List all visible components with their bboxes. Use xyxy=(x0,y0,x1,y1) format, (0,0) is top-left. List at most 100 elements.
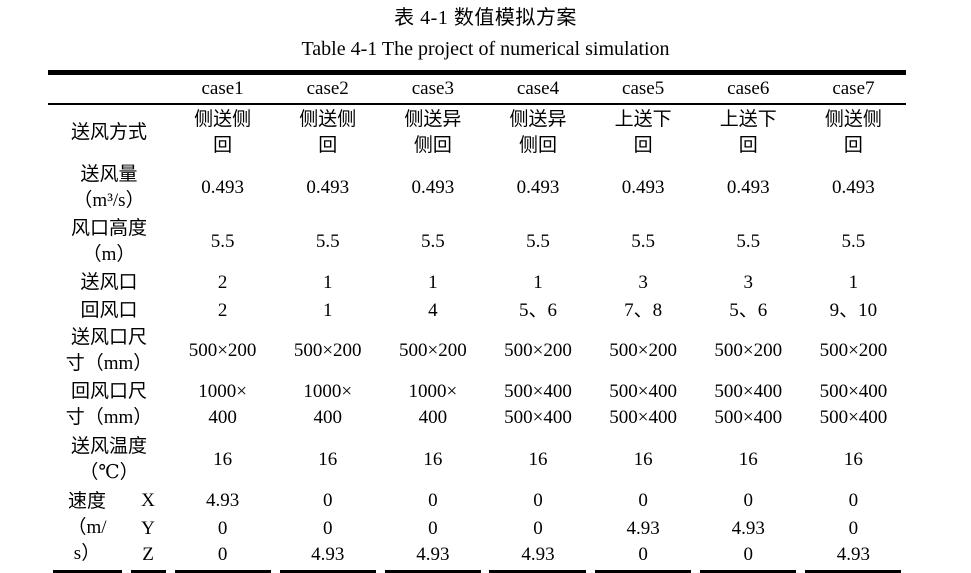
cell: 0 xyxy=(743,490,754,511)
row-label: 回风口 xyxy=(80,299,138,321)
cell: 5.5 xyxy=(736,230,761,252)
cell: 9、10 xyxy=(829,299,878,321)
cell: 16 xyxy=(528,448,548,470)
cell: 侧送侧 回 xyxy=(194,108,252,156)
cell: 5.5 xyxy=(210,230,235,252)
cell: 4.93 xyxy=(626,517,660,539)
cell: 500×200 xyxy=(398,340,467,361)
cell: 0.493 xyxy=(411,176,455,198)
cell: 16 xyxy=(738,448,758,470)
cell: 0 xyxy=(428,517,438,539)
column-header: case3 xyxy=(380,72,486,105)
axis-label: Y xyxy=(141,517,155,539)
column-header: case5 xyxy=(590,72,696,105)
table-row: Z 0 4.93 4.93 4.93 0 0 4.93 xyxy=(48,542,906,573)
cell: 0.493 xyxy=(832,176,875,198)
cell: 1000× 400 xyxy=(198,381,247,428)
header-row: case1 case2 case3 case4 case5 case6 case7 xyxy=(48,72,906,105)
column-header: case6 xyxy=(695,72,801,105)
cell: 4 xyxy=(428,299,438,321)
cell: 7、8 xyxy=(624,299,663,321)
cell: 0.493 xyxy=(621,176,665,198)
cell: 0 xyxy=(638,490,648,511)
column-header: case7 xyxy=(800,72,906,105)
cell: 侧送异 侧回 xyxy=(509,108,567,156)
row-label: 送风量 （m³/s） xyxy=(73,163,145,211)
table-row: 回风口尺 寸（mm） 1000× 400 1000× 400 1000× 400 500… xyxy=(48,378,906,432)
simulation-scheme-table: case1 case2 case3 case4 case5 case6 case7 送风方式… xyxy=(48,70,906,573)
table-row: Y 0 0 0 0 4.93 4.93 0 xyxy=(48,515,906,542)
cell: 0 xyxy=(428,490,438,511)
cell: 16 xyxy=(423,448,443,470)
cell: 0 xyxy=(533,490,543,511)
cell: 5.5 xyxy=(420,230,445,252)
cell: 500×400 500×400 xyxy=(714,381,783,428)
cell: 16 xyxy=(843,448,863,470)
cell: 2 xyxy=(217,271,228,293)
cell: 1 xyxy=(322,299,333,321)
cell: 1 xyxy=(533,271,543,293)
cell: 0.493 xyxy=(516,176,560,198)
table-row: 速度 （m/ s） X 4.93 0 0 0 0 0 0 xyxy=(48,487,906,573)
cell: 上送下 回 xyxy=(614,108,672,156)
cell: 1000× 400 xyxy=(408,381,458,428)
cell: 5.5 xyxy=(841,230,866,252)
cell: 5、6 xyxy=(518,299,557,321)
cell: 侧送异 侧回 xyxy=(404,108,462,156)
table-header: case1 case2 case3 case4 case5 case6 case7 xyxy=(48,72,906,105)
cell: 5、6 xyxy=(729,299,768,321)
column-header: case4 xyxy=(485,72,591,105)
cell: 0 xyxy=(322,490,333,511)
cell: 3 xyxy=(743,271,754,293)
cell: 500×400 500×400 xyxy=(609,381,677,428)
cell: 4.93 xyxy=(380,542,486,573)
table-row: 送风量 （m³/s） 0.493 0.493 0.493 0.493 0.493 0.493… xyxy=(48,160,906,215)
cell: 4.93 xyxy=(275,542,381,573)
cell: 0 xyxy=(170,542,276,573)
cell: 侧送侧 回 xyxy=(299,108,357,156)
cell: 5.5 xyxy=(526,230,550,252)
axis-label: X xyxy=(141,490,155,511)
cell: 1 xyxy=(322,271,333,293)
column-header: case1 xyxy=(170,72,276,105)
corner-cell xyxy=(48,72,170,105)
cell: 0 xyxy=(848,490,859,511)
table-row: 送风口尺 寸（mm） 500×200 500×200 500×200 500×200 50… xyxy=(48,324,906,378)
cell: 2 xyxy=(217,299,228,321)
row-label: 风口高度 （m） xyxy=(70,217,147,265)
cell: 0 xyxy=(322,517,333,539)
cell: 1 xyxy=(428,271,438,293)
cell: 16 xyxy=(633,448,653,470)
cell: 0 xyxy=(590,542,696,573)
cell: 1000× 400 xyxy=(303,381,353,428)
cell: 500×200 xyxy=(293,340,362,361)
cell: 0 xyxy=(533,517,543,539)
cell: 0 xyxy=(848,517,859,539)
cell: 500×200 xyxy=(609,340,677,361)
column-header: case2 xyxy=(275,72,381,105)
cell: 5.5 xyxy=(631,230,655,252)
axis-label: Z xyxy=(126,542,170,573)
cell: 16 xyxy=(213,448,233,470)
cell: 500×400 500×400 xyxy=(819,381,888,428)
table-row: 风口高度 （m） 5.5 5.5 5.5 5.5 5.5 5.5 5.5 xyxy=(48,215,906,268)
row-label: 送风方式 xyxy=(70,121,147,143)
cell: 0 xyxy=(217,517,228,539)
cell: 500×200 xyxy=(819,340,888,361)
cell: 4.93 xyxy=(800,542,906,573)
cell: 16 xyxy=(318,448,338,470)
cell: 500×200 xyxy=(714,340,783,361)
row-label-velocity: 速度 （m/ s） xyxy=(48,487,126,573)
table-row: 送风温度 （℃） 16 16 16 16 16 16 16 xyxy=(48,432,906,487)
cell: 上送下 回 xyxy=(719,108,777,156)
row-label: 送风口 xyxy=(80,271,138,293)
cell: 4.93 xyxy=(731,517,765,539)
cell: 0 xyxy=(695,542,801,573)
table-row: 送风口 2 1 1 1 3 3 1 xyxy=(48,268,906,297)
table-body: 送风方式 侧送侧 回侧送侧 回侧送异 侧回 侧送异 侧回 上送下 回上送下 回侧送侧 … xyxy=(48,104,906,573)
cell: 5.5 xyxy=(315,230,340,252)
cell: 侧送侧 回 xyxy=(824,108,882,156)
table-row: 回风口 2 1 4 5、6 7、8 5、6 9、10 xyxy=(48,297,906,324)
table-row: 送风方式 侧送侧 回侧送侧 回侧送异 侧回 侧送异 侧回 上送下 回上送下 回侧送侧 … xyxy=(48,104,906,160)
